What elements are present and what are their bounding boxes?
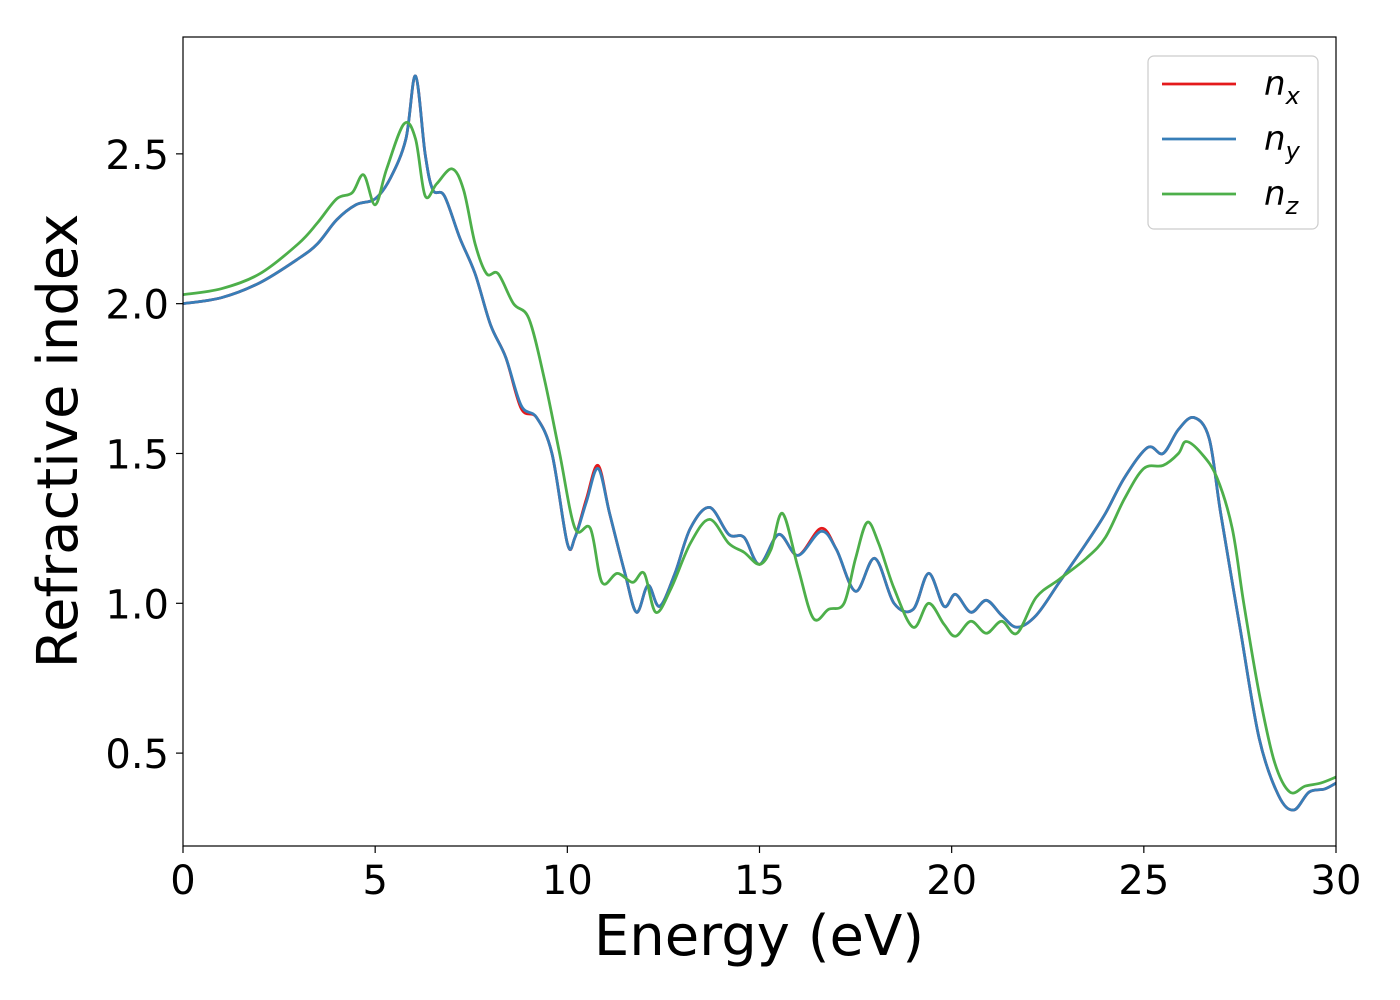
legend: nx ny nz	[1147, 55, 1319, 230]
x-tick-label: 5	[362, 858, 387, 904]
series-layer	[183, 74, 1336, 812]
x-tick-label: 20	[926, 858, 977, 904]
legend-label-nx: nx	[1264, 64, 1301, 110]
y-tick-label: 0.5	[105, 732, 169, 778]
y-tick-label: 2.0	[105, 283, 169, 329]
x-axis-ticks: 0 5 10 15 20 25 30	[170, 846, 1361, 904]
y-axis-title: Refractive index	[26, 214, 91, 669]
x-tick-label: 0	[170, 858, 195, 904]
x-tick-label: 30	[1311, 858, 1362, 904]
series-line-nz	[183, 121, 1336, 795]
y-tick-label: 2.5	[105, 133, 169, 179]
x-axis-title: Energy (eV)	[594, 904, 924, 969]
y-tick-label: 1.0	[105, 582, 169, 628]
x-tick-label: 10	[542, 858, 593, 904]
x-tick-label: 15	[734, 858, 785, 904]
legend-label-ny: ny	[1264, 119, 1301, 165]
legend-label-nz: nz	[1264, 174, 1300, 220]
y-tick-label: 1.5	[105, 432, 169, 478]
y-axis-ticks: 0.5 1.0 1.5 2.0 2.5	[105, 133, 183, 778]
legend-box	[1147, 55, 1319, 230]
series-line-ny	[183, 74, 1336, 812]
x-tick-label: 25	[1118, 858, 1169, 904]
